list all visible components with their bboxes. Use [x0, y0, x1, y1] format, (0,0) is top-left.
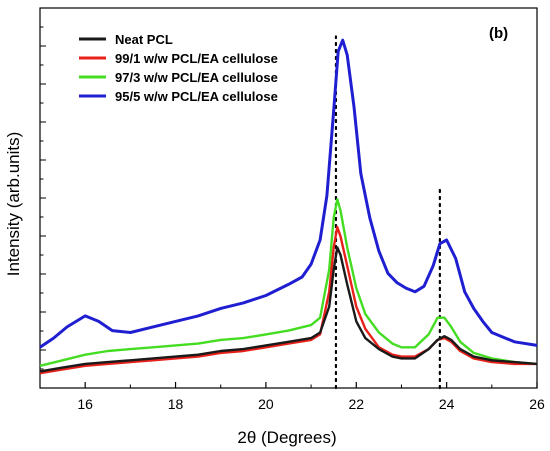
series-line-97-3-w-w-pcl-ea-cellulose	[39, 198, 538, 367]
x-axis-ticks: 16 18 20 22 24 26	[39, 382, 545, 412]
series-lines	[39, 38, 538, 375]
legend-label-97-3-w-w-pcl-ea-cellulose: 97/3 w/w PCL/EA cellulose	[115, 70, 278, 85]
x-tick-label: 26	[529, 396, 545, 412]
series-line-99-1-w-w-pcl-ea-cellulose	[39, 225, 537, 375]
x-tick-label: 16	[77, 396, 93, 412]
series-line-neat-pcl	[39, 246, 538, 373]
x-tick-label: 18	[168, 396, 184, 412]
x-axis-title: 2θ (Degrees)	[237, 428, 336, 447]
legend-label-neat-pcl: Neat PCL	[115, 32, 173, 47]
y-axis-ticks	[40, 7, 46, 389]
x-tick-label: 24	[439, 396, 455, 412]
legend-label-95-5-w-w-pcl-ea-cellulose: 95/5 w/w PCL/EA cellulose	[115, 89, 278, 104]
x-tick-label: 20	[258, 396, 274, 412]
series-line-95-5-w-w-pcl-ea-cellulose	[39, 38, 538, 349]
legend: Neat PCL 99/1 w/w PCL/EA cellulose 97/3 w/…	[79, 32, 278, 104]
panel-label: (b)	[489, 25, 508, 42]
x-tick-label: 22	[348, 396, 364, 412]
legend-label-99-1-w-w-pcl-ea-cellulose: 99/1 w/w PCL/EA cellulose	[115, 51, 278, 66]
y-axis-title: Intensity (arb.units)	[4, 132, 23, 277]
